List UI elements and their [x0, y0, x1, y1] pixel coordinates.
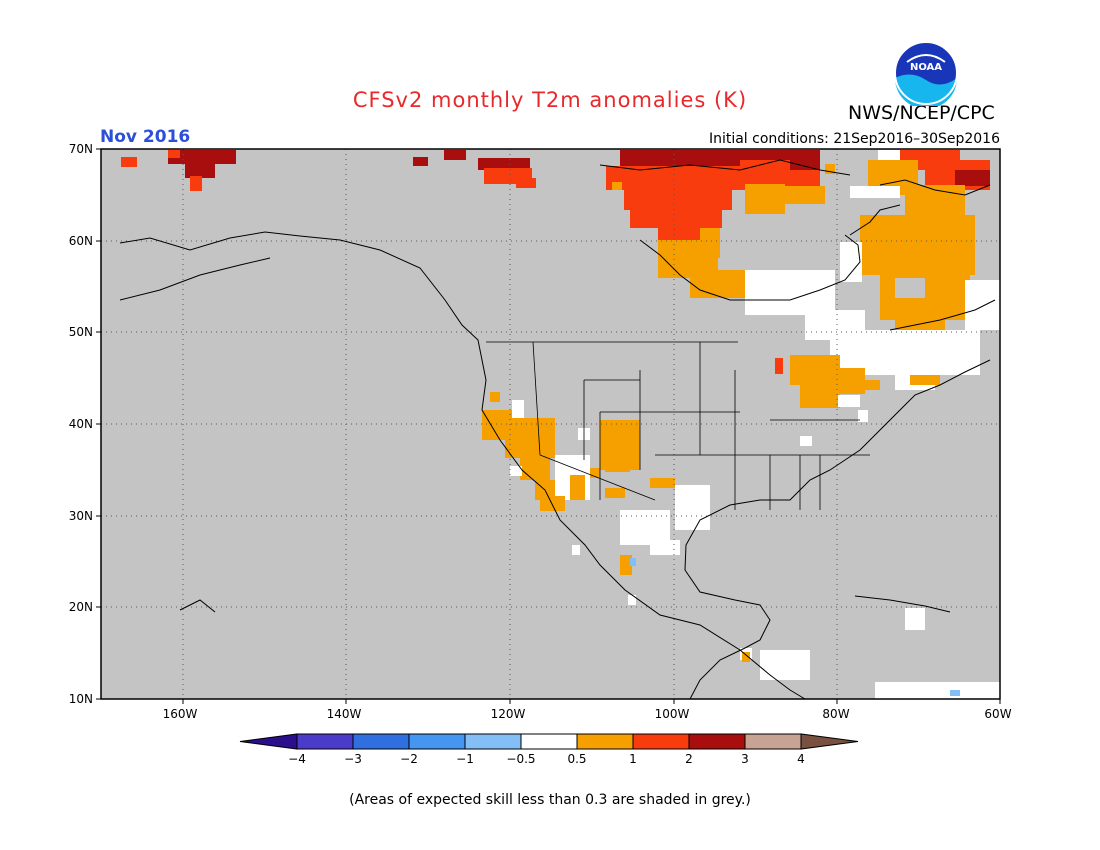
- colorbar: −4 −3 −2 −1 −0.5 0.5 1 2 3 4: [239, 733, 859, 766]
- colorbar-tick-label: −2: [400, 752, 418, 766]
- colorbar-tick-label: 2: [685, 752, 693, 766]
- colorbar-segment: [296, 733, 354, 750]
- colorbar-arrow-high: [800, 733, 859, 750]
- colorbar-tick-label: 0.5: [567, 752, 586, 766]
- colorbar-segment: [688, 733, 746, 750]
- colorbar-segment: [576, 733, 634, 750]
- colorbar-tick-label: −0.5: [506, 752, 535, 766]
- lon-label: 120W: [491, 707, 526, 721]
- longitude-labels: 160W 140W 120W 100W 80W 60W: [163, 707, 1012, 721]
- coastlines: [119, 159, 996, 700]
- colorbar-segment: [632, 733, 690, 750]
- noaa-logo-text: NOAA: [910, 62, 942, 73]
- colorbar-segment: [520, 733, 578, 750]
- noaa-logo: NOAA: [894, 41, 958, 106]
- colorbar-tick-label: −3: [344, 752, 362, 766]
- colorbar-tick-label: 3: [741, 752, 749, 766]
- map-title: CFSv2 monthly T2m anomalies (K): [352, 88, 748, 112]
- lon-label: 140W: [327, 707, 362, 721]
- valid-month-label: Nov 2016: [100, 127, 191, 147]
- skill-footnote: (Areas of expected skill less than 0.3 a…: [349, 792, 751, 808]
- colorbar-segment: [408, 733, 466, 750]
- lon-label: 100W: [655, 707, 690, 721]
- graticule: [101, 149, 1000, 699]
- lat-label: 70N: [69, 142, 93, 156]
- colorbar-segment: [352, 733, 410, 750]
- lon-label: 160W: [163, 707, 198, 721]
- colorbar-segment: [464, 733, 522, 750]
- colorbar-tick-label: −1: [456, 752, 474, 766]
- lat-label: 50N: [69, 325, 93, 339]
- lat-label: 40N: [69, 417, 93, 431]
- lat-label: 60N: [69, 234, 93, 248]
- agency-label: NWS/NCEP/CPC: [848, 102, 995, 124]
- lon-label: 80W: [822, 707, 849, 721]
- colorbar-arrow-low: [239, 733, 298, 750]
- colorbar-tick-label: −4: [288, 752, 306, 766]
- initial-conditions-label: Initial conditions: 21Sep2016–30Sep2016: [708, 131, 1000, 147]
- colorbar-tick-label: 1: [629, 752, 637, 766]
- anomaly-shading: [121, 150, 1000, 699]
- latitude-labels: 70N 60N 50N 40N 30N 20N 10N: [69, 142, 93, 706]
- lat-label: 20N: [69, 600, 93, 614]
- colorbar-segment: [744, 733, 802, 750]
- axis-ticks: [96, 148, 1001, 704]
- lat-label: 30N: [69, 509, 93, 523]
- colorbar-tick-label: 4: [797, 752, 805, 766]
- state-borders: [486, 341, 870, 510]
- lon-label: 60W: [984, 707, 1011, 721]
- lat-label: 10N: [69, 692, 93, 706]
